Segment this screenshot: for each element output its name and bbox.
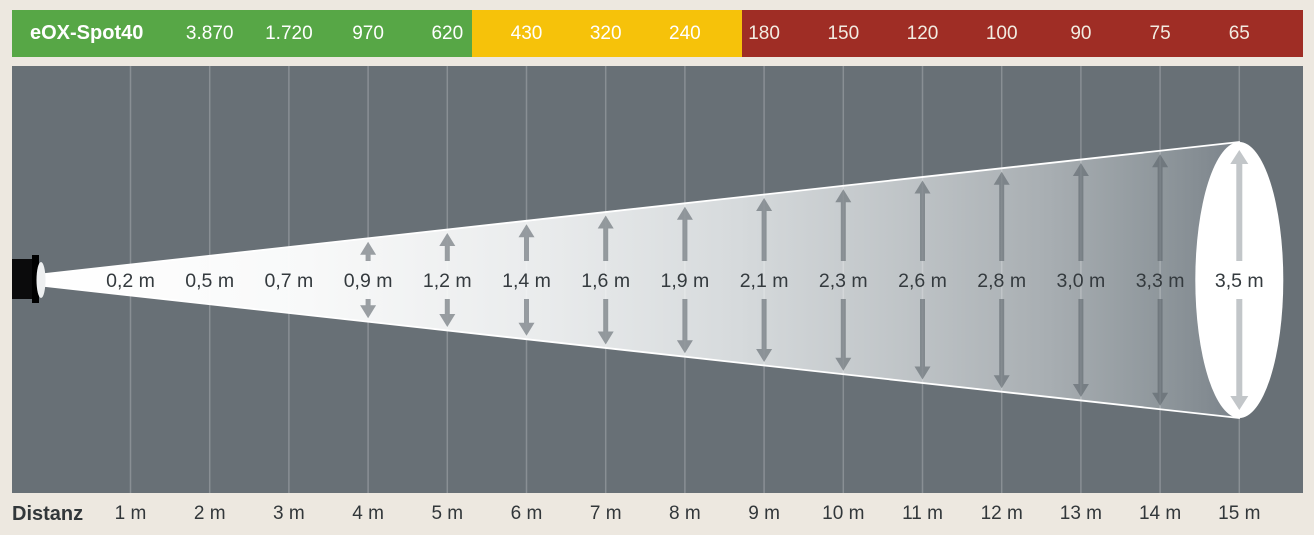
diameter-arrow-up (914, 180, 931, 261)
beam-diameter-label: 1,4 m (502, 270, 551, 292)
diameter-arrow-down (914, 299, 931, 380)
product-name: eOX-Spot40 (30, 22, 144, 44)
diameter-arrow-down (835, 299, 852, 371)
diameter-arrow-down (676, 299, 693, 354)
beam-diameter-label: 2,6 m (898, 270, 947, 292)
diameter-arrow-down (1152, 299, 1169, 406)
diameter-arrow-up (993, 171, 1010, 261)
diameter-arrow-down (1072, 299, 1089, 397)
diameter-arrow-up (835, 189, 852, 261)
beam-diameter-label: 1,6 m (581, 270, 630, 292)
lux-value: 240 (669, 23, 701, 44)
lux-value: 100 (985, 23, 1018, 44)
lux-value: 970 (352, 23, 384, 44)
beam-spot-ellipse (1195, 142, 1284, 418)
diameter-arrow-down (1230, 299, 1249, 410)
lux-value: 1.720 (265, 23, 313, 44)
diameter-arrow-down (439, 299, 456, 327)
distance-label: 14 m (1138, 503, 1182, 524)
diameter-arrow-up (597, 215, 614, 261)
diameter-arrow-up (676, 206, 693, 261)
diameter-arrow-down (360, 299, 377, 319)
distance-axis-title: Distanz (12, 503, 84, 525)
distance-label: 10 m (822, 503, 865, 524)
diameter-arrow-down (756, 299, 773, 362)
lux-value: 150 (827, 23, 860, 44)
distance-label: 13 m (1059, 503, 1103, 524)
beam-diameter-label: 2,3 m (819, 270, 868, 292)
diameter-arrow-up (518, 224, 535, 261)
beam-diameter-label: 3,5 m (1215, 270, 1264, 292)
beam-diameter-label: 2,8 m (977, 270, 1026, 292)
diameter-arrow-down (518, 299, 535, 336)
diameter-arrow-up (1230, 150, 1249, 261)
distance-label: 9 m (748, 503, 780, 524)
diameter-arrow-up (756, 198, 773, 261)
lux-value: 120 (906, 23, 939, 44)
beam-diameter-label: 1,2 m (423, 270, 472, 292)
lux-zone-green (12, 10, 472, 57)
beam-diameter-label: 3,0 m (1057, 270, 1106, 292)
beam-cone (45, 142, 1240, 418)
lux-value: 620 (431, 23, 464, 44)
lux-value: 75 (1149, 23, 1171, 44)
distance-label: 7 m (589, 503, 622, 524)
beam-diameter-label: 1,9 m (661, 270, 710, 292)
beam-panel: 0,2 m 0,5 m 0,7 m 0,9 m 1,2 m 1,4 m 1,6 m 1,9 m… (12, 66, 1303, 493)
spotlight-front-plate (32, 255, 39, 303)
beam-diameter-label: 0,7 m (265, 270, 314, 292)
beam-diameter-label: 0,9 m (344, 270, 393, 292)
diameter-arrow-up (1152, 154, 1169, 261)
beam-edge-top (44, 141, 1241, 275)
distance-label: 12 m (980, 503, 1023, 524)
distance-label: 4 m (352, 503, 384, 524)
spotlight-lens (36, 262, 46, 298)
beam-diameter-label: 0,5 m (185, 270, 234, 292)
lux-value: 430 (510, 23, 543, 44)
distance-label: 1 m (114, 503, 147, 524)
distance-label: 11 m (902, 503, 943, 524)
distance-label: 6 m (510, 503, 543, 524)
lux-zone-yellow (471, 10, 742, 57)
lux-value: 180 (748, 23, 780, 44)
distance-label: 5 m (431, 503, 464, 524)
distance-label: 3 m (273, 503, 305, 524)
lux-value: 90 (1070, 23, 1092, 44)
distance-label: 15 m (1218, 503, 1261, 524)
diameter-arrow-up (1072, 163, 1089, 261)
lux-value: 320 (589, 23, 622, 44)
beam-diameter-label: 3,3 m (1136, 270, 1185, 292)
diameter-arrow-down (597, 299, 614, 345)
distance-label: 8 m (669, 503, 701, 524)
diameter-arrow-up (439, 233, 456, 261)
diameter-arrow-down (993, 299, 1010, 389)
spotlight-body (12, 259, 35, 299)
beam-diameter-label: 0,2 m (106, 270, 155, 292)
beam-cone-drawing: 0,2 m 0,5 m 0,7 m 0,9 m 1,2 m 1,4 m 1,6 m 1,9 m… (12, 66, 1284, 493)
beam-diameter-label: 2,1 m (740, 270, 789, 292)
lux-value: 3.870 (185, 23, 234, 44)
lux-zone-red (741, 10, 1303, 57)
diameter-arrow-up (360, 241, 377, 261)
beam-edge-bottom (44, 285, 1241, 419)
lux-value: 65 (1228, 23, 1250, 44)
distance-label: 2 m (193, 503, 226, 524)
